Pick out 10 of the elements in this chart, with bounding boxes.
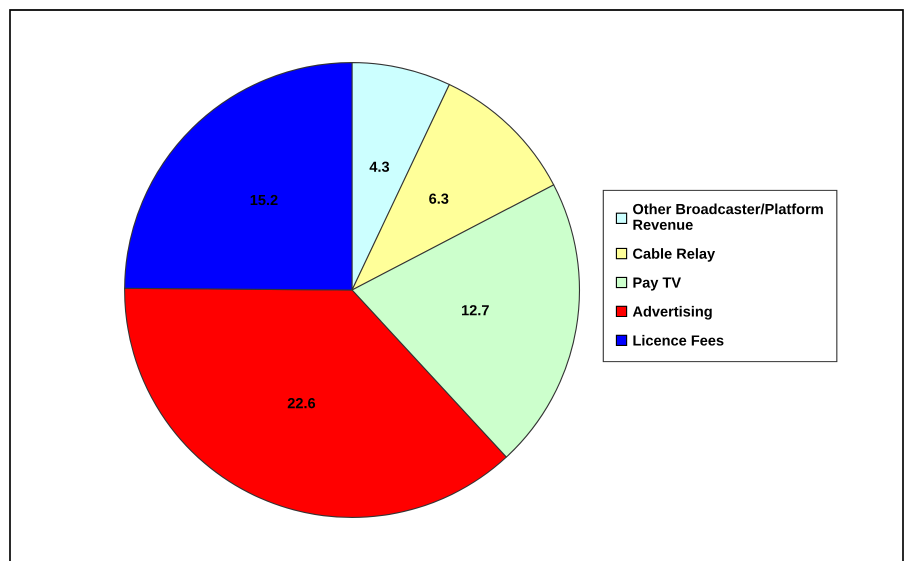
legend-label: Cable Relay: [633, 248, 716, 262]
legend-label: Pay TV: [633, 278, 681, 291]
legend-label: Other Broadcaster/Platform Revenue: [633, 204, 823, 230]
data-label: 4.3: [370, 162, 390, 172]
data-label: 15.2: [250, 194, 278, 206]
data-label: 22.6: [288, 398, 316, 408]
legend-label: Licence Fees: [633, 334, 724, 346]
legend-label: Advertising: [632, 306, 712, 320]
data-label: 12.7: [462, 305, 489, 316]
data-label: 6.3: [429, 193, 448, 204]
